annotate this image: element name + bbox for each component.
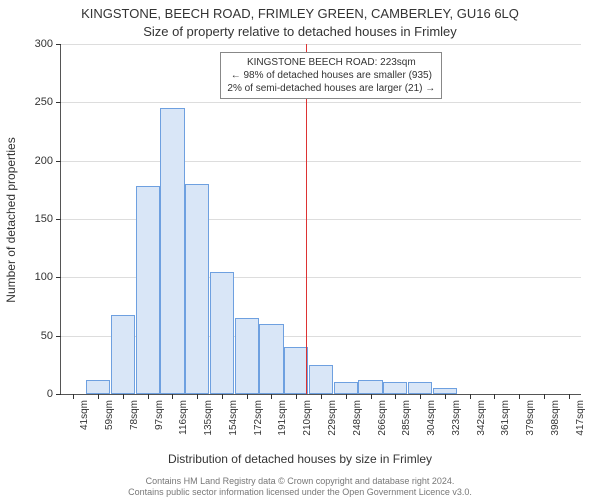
annotation-line: KINGSTONE BEECH ROAD: 223sqm <box>227 56 435 69</box>
x-tick-label: 266sqm <box>375 400 388 436</box>
x-tick <box>470 394 471 399</box>
x-tick-label: 41sqm <box>77 400 90 430</box>
histogram-bar <box>383 382 407 394</box>
x-tick-label: 304sqm <box>424 400 437 436</box>
histogram-bar <box>160 108 184 394</box>
y-tick-label: 150 <box>35 213 53 225</box>
y-tick <box>56 277 61 278</box>
histogram-bar <box>334 382 358 394</box>
x-tick <box>395 394 396 399</box>
annotation-line: 2% of semi-detached houses are larger (2… <box>227 82 435 95</box>
y-tick-label: 0 <box>47 388 53 400</box>
x-tick <box>98 394 99 399</box>
annotation-line: ← 98% of detached houses are smaller (93… <box>227 69 435 82</box>
x-tick <box>222 394 223 399</box>
histogram-bar <box>358 380 382 394</box>
y-tick-label: 50 <box>41 330 53 342</box>
y-tick-label: 250 <box>35 96 53 108</box>
x-tick <box>172 394 173 399</box>
x-tick-label: 78sqm <box>127 400 140 430</box>
histogram-bar <box>309 365 333 394</box>
chart-subtitle: Size of property relative to detached ho… <box>0 24 600 39</box>
x-tick <box>296 394 297 399</box>
plot-area: 05010015020025030041sqm59sqm78sqm97sqm11… <box>60 44 581 395</box>
x-tick <box>247 394 248 399</box>
x-tick <box>494 394 495 399</box>
histogram-bar <box>408 382 432 394</box>
y-tick-label: 100 <box>35 271 53 283</box>
x-tick <box>271 394 272 399</box>
chart-title: KINGSTONE, BEECH ROAD, FRIMLEY GREEN, CA… <box>0 6 600 21</box>
y-tick <box>56 102 61 103</box>
y-axis-title: Number of detached properties <box>4 137 18 302</box>
x-tick <box>371 394 372 399</box>
annotation-box: KINGSTONE BEECH ROAD: 223sqm← 98% of det… <box>220 52 442 99</box>
footer-line-1: Contains HM Land Registry data © Crown c… <box>0 476 600 487</box>
x-tick-label: 191sqm <box>275 400 288 436</box>
x-tick-label: 59sqm <box>102 400 115 430</box>
x-tick <box>420 394 421 399</box>
x-tick-label: 379sqm <box>523 400 536 436</box>
y-tick <box>56 336 61 337</box>
x-tick-label: 135sqm <box>201 400 214 436</box>
x-tick-label: 97sqm <box>152 400 165 430</box>
y-tick-label: 200 <box>35 155 53 167</box>
histogram-bar <box>111 315 135 394</box>
histogram-bar <box>210 272 234 395</box>
histogram-bar <box>185 184 209 394</box>
footer: Contains HM Land Registry data © Crown c… <box>0 476 600 498</box>
histogram-bar <box>86 380 110 394</box>
gridline <box>61 161 581 162</box>
x-axis-title: Distribution of detached houses by size … <box>0 452 600 466</box>
x-tick-label: 342sqm <box>474 400 487 436</box>
x-tick-label: 116sqm <box>176 400 189 435</box>
footer-line-2: Contains public sector information licen… <box>0 487 600 498</box>
histogram-bar <box>284 347 308 394</box>
x-tick <box>519 394 520 399</box>
y-tick <box>56 161 61 162</box>
x-tick-label: 210sqm <box>300 400 313 436</box>
x-tick <box>544 394 545 399</box>
y-tick-label: 300 <box>35 38 53 50</box>
x-tick-label: 154sqm <box>226 400 239 436</box>
x-tick-label: 172sqm <box>251 400 264 436</box>
histogram-bar <box>235 318 259 394</box>
x-tick-label: 323sqm <box>449 400 462 436</box>
x-tick <box>197 394 198 399</box>
x-tick <box>445 394 446 399</box>
y-tick <box>56 219 61 220</box>
x-tick <box>123 394 124 399</box>
histogram-bar <box>259 324 283 394</box>
histogram-chart: KINGSTONE, BEECH ROAD, FRIMLEY GREEN, CA… <box>0 0 600 500</box>
x-tick <box>321 394 322 399</box>
x-tick-label: 398sqm <box>548 400 561 436</box>
x-tick <box>569 394 570 399</box>
y-tick <box>56 44 61 45</box>
histogram-bar <box>136 186 160 394</box>
x-tick-label: 248sqm <box>350 400 363 436</box>
gridline <box>61 44 581 45</box>
gridline <box>61 102 581 103</box>
x-tick <box>73 394 74 399</box>
x-tick <box>148 394 149 399</box>
x-tick-label: 417sqm <box>573 400 586 436</box>
x-tick-label: 361sqm <box>498 400 511 436</box>
x-tick-label: 285sqm <box>399 400 412 436</box>
x-tick-label: 229sqm <box>325 400 338 436</box>
y-tick <box>56 394 61 395</box>
x-tick <box>346 394 347 399</box>
